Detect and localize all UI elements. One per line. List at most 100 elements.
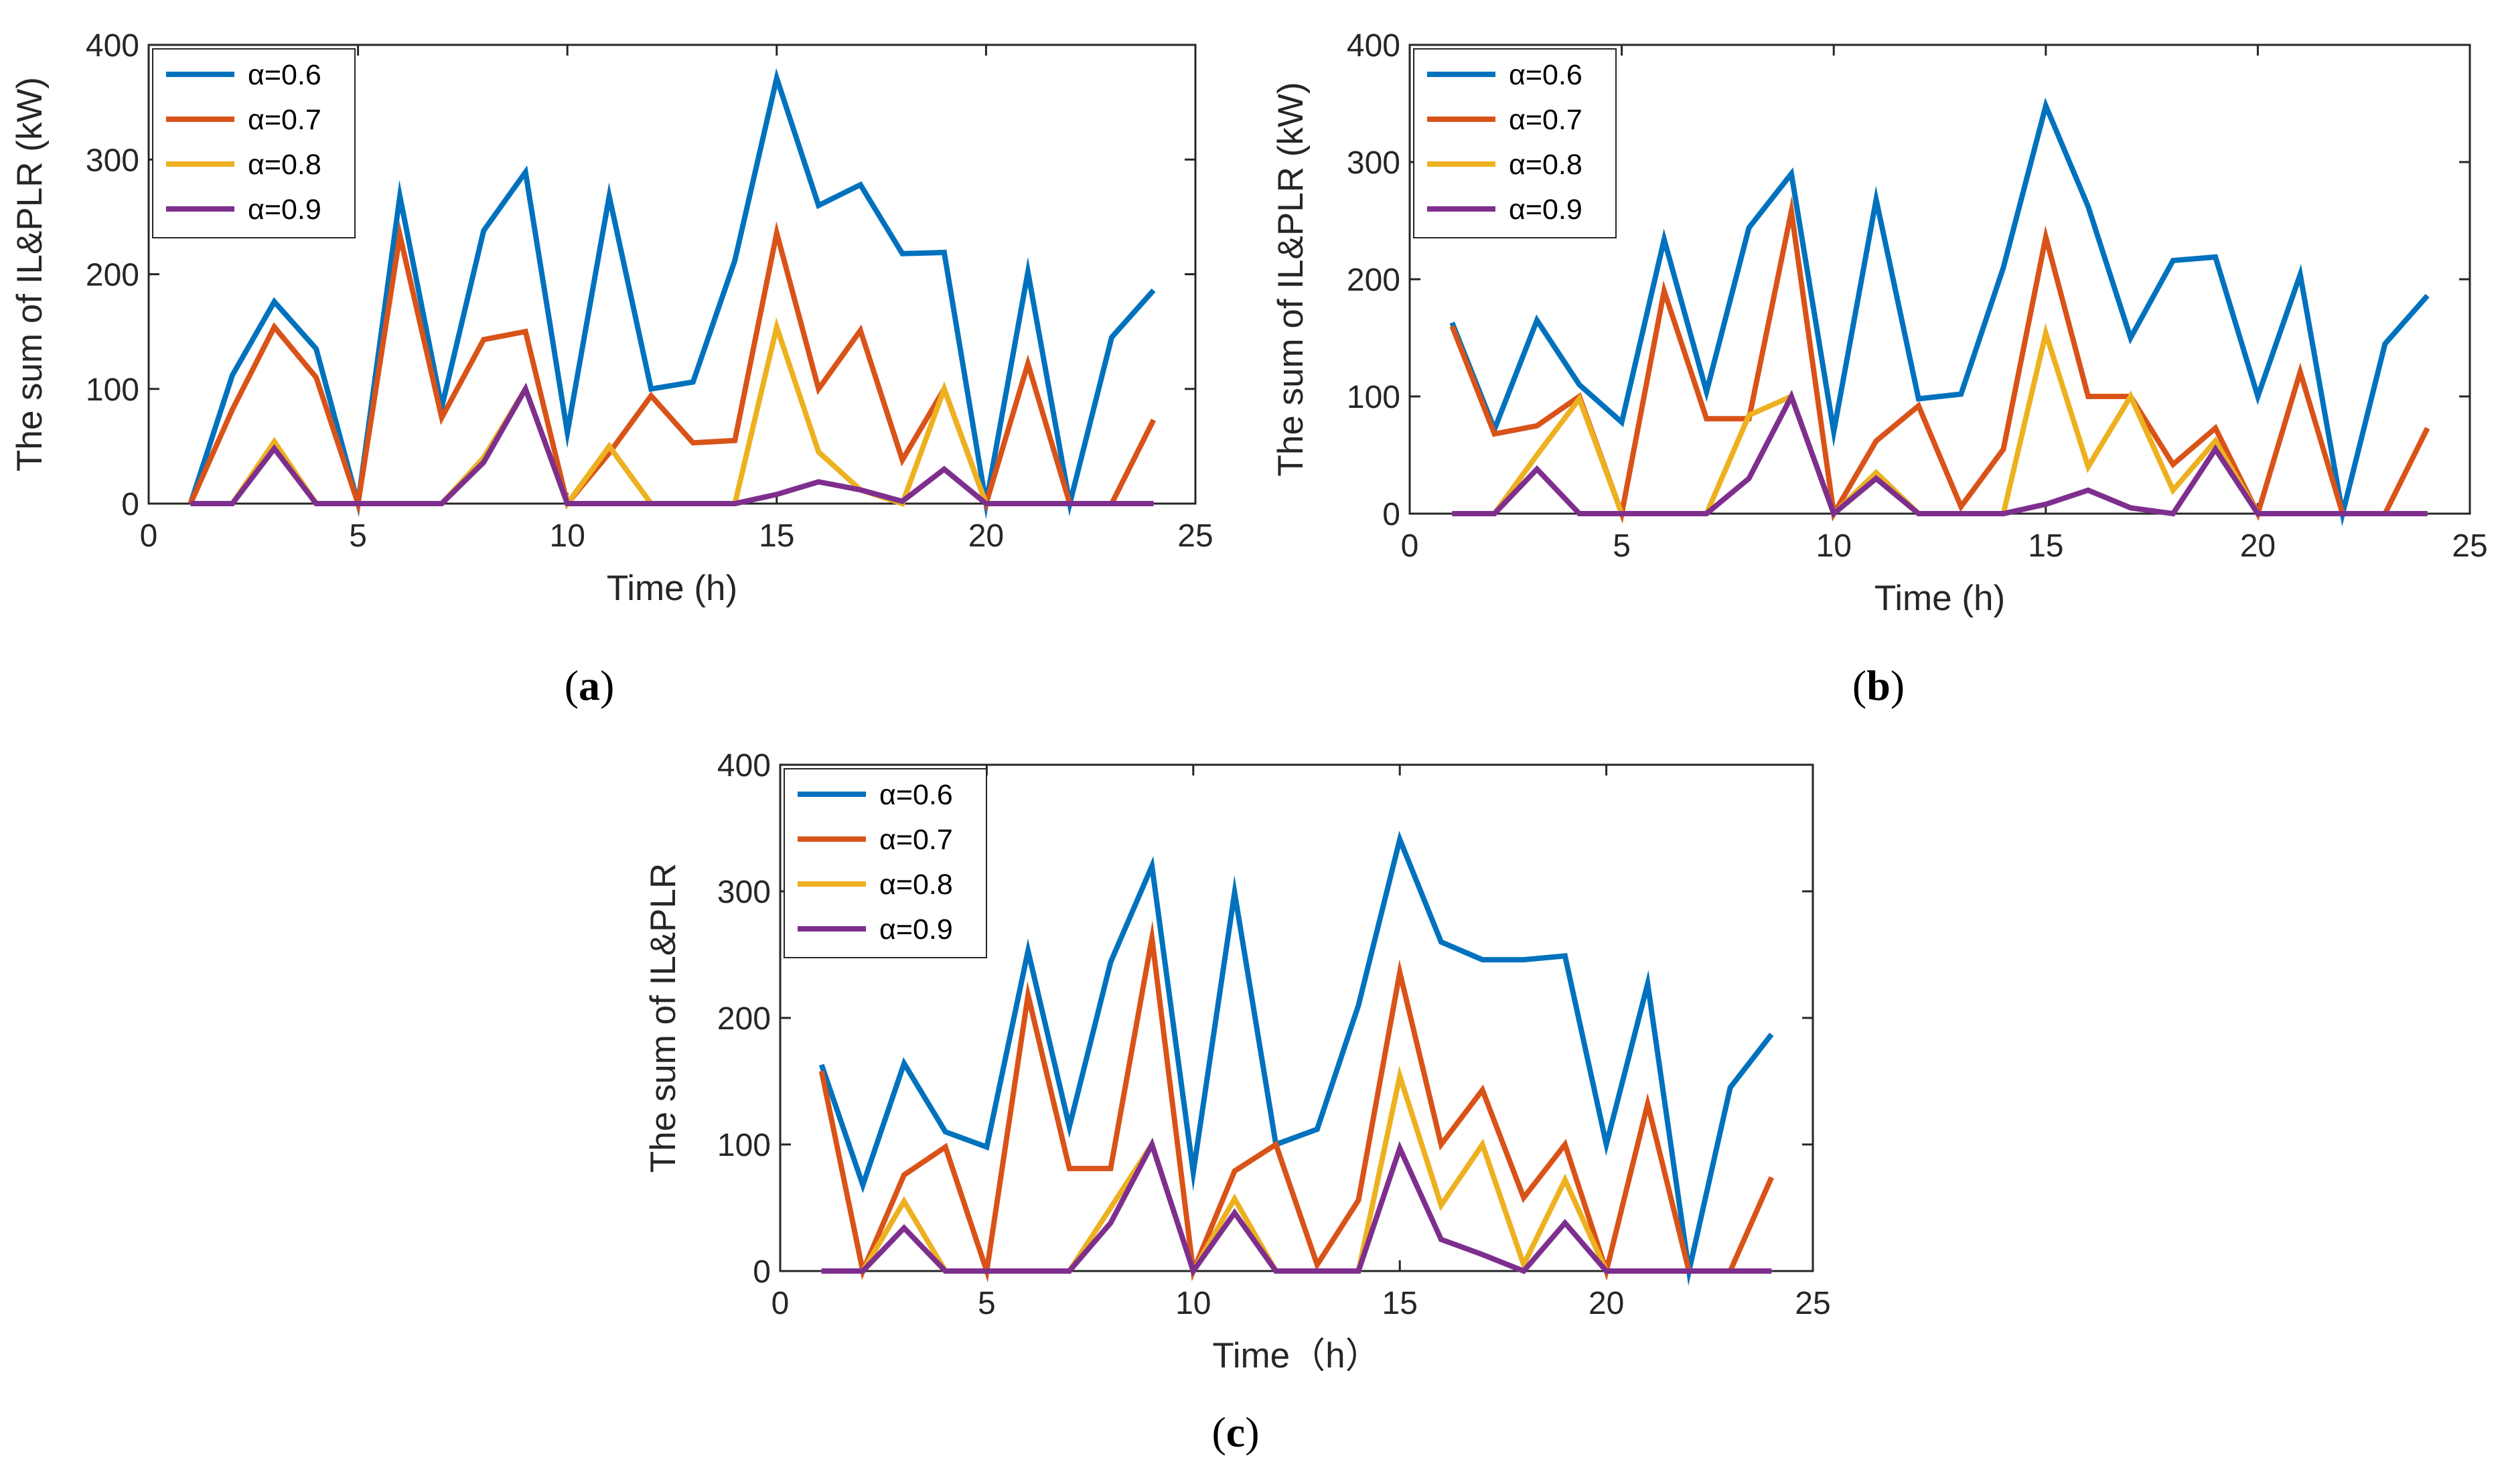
- chart-c-data-point: [1439, 940, 1444, 945]
- chart-b-data-point: [2298, 511, 2303, 516]
- chart-c-panel-label-close: ): [1245, 1408, 1259, 1456]
- chart-a-data-point: [732, 438, 737, 443]
- chart-a-data-point: [690, 379, 696, 384]
- chart-c-data-point: [1067, 1124, 1072, 1130]
- chart-c-data-point: [819, 1268, 824, 1274]
- chart-c-data-point: [1108, 960, 1113, 965]
- chart-b-data-point: [1534, 467, 1540, 472]
- chart-b: 0 5 10 15 20 25 0 100 200 300 400 Time (h) The sum o…: [1271, 28, 2488, 709]
- chart-b-data-point: [2213, 447, 2218, 452]
- chart-b-data-point: [2043, 331, 2049, 336]
- chart-b-data-point: [1789, 394, 1794, 399]
- chart-c-data-point: [1067, 1268, 1072, 1274]
- chart-b-data-point: [2425, 425, 2430, 431]
- chart-b-data-point: [1619, 420, 1625, 425]
- chart-b-data-point: [1874, 476, 1879, 481]
- chart-a-data-point: [816, 449, 821, 455]
- chart-a-data-point: [397, 501, 402, 506]
- chart-a-y-tick-label: 400: [86, 28, 139, 64]
- chart-a-data-point: [272, 439, 277, 445]
- chart-b-series-alpha_0_6: [1449, 97, 2430, 527]
- chart-c-data-point: [860, 1182, 865, 1187]
- chart-c-series-alpha_0_9: [819, 1137, 1772, 1277]
- chart-c-data-point: [1521, 957, 1526, 962]
- chart-a-data-point: [565, 430, 570, 435]
- chart-c-x-tick-label: 20: [1589, 1286, 1624, 1321]
- chart-a-data-point: [774, 492, 780, 497]
- chart-c-legend-label: α=0.6: [879, 779, 953, 811]
- chart-b-data-point: [2085, 464, 2091, 469]
- chart-a-series-line: [190, 382, 1154, 506]
- chart-c-data-point: [1769, 1175, 1774, 1180]
- chart-a-legend-label: α=0.7: [248, 104, 321, 136]
- chart-b-y-tick-label: 400: [1347, 28, 1400, 64]
- chart-b-x-tick-label: 10: [1816, 528, 1852, 564]
- chart-b-legend-label: α=0.8: [1509, 149, 1582, 181]
- chart-c-data-point: [1232, 1210, 1237, 1215]
- chart-b-legend-label: α=0.6: [1509, 59, 1582, 91]
- chart-c-legend: α=0.6 α=0.7 α=0.8 α=0.9: [784, 768, 987, 958]
- chart-b-data-point: [1576, 511, 1582, 516]
- chart-a-data-point: [816, 479, 821, 484]
- chart-a-x-tick-label: 25: [1177, 518, 1213, 554]
- chart-c-data-point: [1645, 1268, 1650, 1274]
- chart-b-data-point: [2255, 511, 2260, 516]
- chart-a-data-point: [858, 327, 863, 333]
- chart-c-data-point: [1356, 1197, 1361, 1203]
- chart-a-data-point: [1109, 501, 1114, 506]
- chart-c-data-point: [1108, 1166, 1113, 1171]
- chart-b-data-point: [1831, 429, 1836, 435]
- chart-b-y-tick-label: 100: [1347, 380, 1400, 415]
- chart-b-data-point: [1747, 413, 1752, 418]
- chart-c-data-point: [1645, 981, 1650, 986]
- chart-c-data-point: [1191, 1170, 1196, 1175]
- chart-b-data-point: [1449, 511, 1455, 516]
- chart-c-series-alpha_0_7: [818, 920, 1774, 1283]
- chart-b-data-point: [2085, 394, 2091, 399]
- chart-c-data-point: [984, 1268, 989, 1274]
- chart-b-x-tick-label: 15: [2028, 528, 2063, 564]
- chart-a-y-tick-label: 100: [86, 372, 139, 408]
- chart-c-y-tick-label: 300: [717, 875, 771, 910]
- chart-b-x-tick-label: 25: [2452, 528, 2487, 564]
- chart-a-data-point: [481, 337, 486, 342]
- chart-a-data-point: [983, 501, 988, 506]
- chart-a-panel-label: (a): [565, 662, 615, 709]
- chart-a-data-point: [230, 407, 235, 413]
- chart-b-data-point: [2043, 502, 2049, 507]
- chart-b-data-point: [2128, 336, 2133, 341]
- chart-c-series-line: [818, 830, 1774, 1286]
- chart-a-data-point: [1151, 287, 1156, 293]
- chart-a-data-point: [899, 251, 905, 256]
- chart-b-data-point: [2128, 394, 2133, 399]
- chart-c-series-line: [821, 1137, 1772, 1277]
- chart-a-data-point: [774, 324, 780, 329]
- chart-b-data-point: [1874, 197, 1879, 202]
- chart-a-data-point: [858, 182, 863, 188]
- chart-a-data-point: [816, 203, 821, 208]
- chart-c-x-tick-label: 5: [978, 1286, 996, 1321]
- chart-b-data-point: [2170, 488, 2176, 493]
- chart-b-data-point: [2213, 254, 2218, 260]
- chart-a-data-point: [313, 375, 319, 380]
- chart-a: 0 5 10 15 20 25 0 100 200 300 400 Time (h) The sum o…: [10, 28, 1213, 709]
- chart-a-series-line: [188, 221, 1157, 515]
- chart-c-data-point: [1232, 1169, 1237, 1174]
- chart-b-panel-label-close: ): [1891, 662, 1905, 709]
- chart-b-data-point: [2382, 341, 2387, 346]
- chart-c-data-point: [1521, 1268, 1526, 1274]
- chart-b-legend: α=0.6 α=0.7 α=0.8 α=0.9: [1413, 48, 1617, 238]
- chart-c-y-tick-label: 400: [717, 748, 771, 784]
- chart-a-legend-label: α=0.9: [248, 194, 321, 226]
- chart-c-data-point: [901, 1172, 907, 1177]
- chart-c-data-point: [1439, 1237, 1444, 1242]
- chart-a-data-point: [942, 386, 947, 392]
- chart-a-x-tick-label: 5: [349, 518, 367, 554]
- chart-c-data-point: [1480, 1142, 1485, 1147]
- chart-b-data-point: [2425, 511, 2430, 516]
- chart-b-data-point: [2043, 103, 2049, 108]
- chart-b-x-tick-label: 20: [2240, 528, 2276, 564]
- chart-b-data-point: [2085, 488, 2091, 493]
- chart-b-data-point: [1916, 403, 1921, 409]
